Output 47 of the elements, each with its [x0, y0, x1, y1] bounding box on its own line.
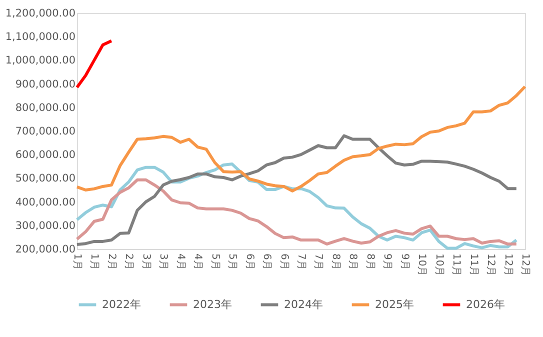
x-tick-label: 11月 — [450, 254, 462, 276]
y-tick-label: 300,000.00 — [15, 220, 76, 232]
line-series — [76, 39, 113, 89]
x-tick-label: 11月 — [468, 254, 479, 276]
y-tick-label: 200,000.00 — [15, 244, 76, 256]
x-tick-label: 10月 — [433, 254, 444, 276]
x-tick-label: 1月 — [72, 254, 82, 270]
x-tick-label: 9月 — [398, 254, 410, 270]
line-series — [76, 85, 526, 192]
x-tick-label: 7月 — [296, 254, 306, 270]
x-tick-label: 12月 — [485, 254, 496, 276]
x-tick-label: 5月 — [226, 254, 238, 270]
x-tick-label: 8月 — [364, 254, 376, 270]
x-tick-label: 6月 — [278, 254, 290, 270]
y-tick-label: 1,100,000.00 — [5, 31, 76, 44]
x-tick-label: 12月 — [502, 254, 514, 276]
legend-label: 2024年 — [284, 298, 323, 311]
x-tick-label: 5月 — [209, 254, 220, 270]
x-tick-label: 10月 — [416, 254, 428, 276]
y-tick-label: 600,000.00 — [15, 149, 76, 162]
x-tick-label: 12月 — [520, 254, 530, 276]
x-tick-label: 6月 — [244, 254, 255, 270]
x-tick-label: 7月 — [312, 254, 324, 270]
line-series — [76, 134, 518, 246]
x-tick-label: 3月 — [158, 254, 169, 270]
x-tick-label: 2月 — [123, 254, 134, 270]
legend-label: 2022年 — [102, 298, 141, 311]
x-tick-label: 4月 — [192, 254, 204, 270]
legend-label: 2023年 — [193, 298, 232, 311]
legend-label: 2026年 — [466, 298, 505, 311]
line-series — [76, 178, 518, 246]
y-tick-label: 500,000.00 — [15, 172, 76, 185]
y-tick-label: 800,000.00 — [15, 102, 76, 114]
y-tick-label: 1,200,000.00 — [5, 8, 76, 20]
x-tick-label: 4月 — [174, 254, 186, 270]
x-tick-label: 8月 — [330, 254, 341, 270]
y-tick-label: 400,000.00 — [15, 196, 76, 208]
y-tick-label: 700,000.00 — [15, 126, 76, 138]
x-tick-label: 6月 — [261, 254, 272, 270]
x-tick-label: 1月 — [88, 254, 100, 270]
y-tick-label: 900,000.00 — [15, 78, 76, 90]
x-tick-label: 8月 — [347, 254, 358, 270]
x-tick-label: 2月 — [106, 254, 117, 270]
y-tick-label: 1,000,000.00 — [5, 54, 76, 67]
legend-label: 2025年 — [375, 298, 414, 311]
x-tick-label: 9月 — [382, 254, 393, 270]
x-tick-label: 3月 — [140, 254, 152, 270]
